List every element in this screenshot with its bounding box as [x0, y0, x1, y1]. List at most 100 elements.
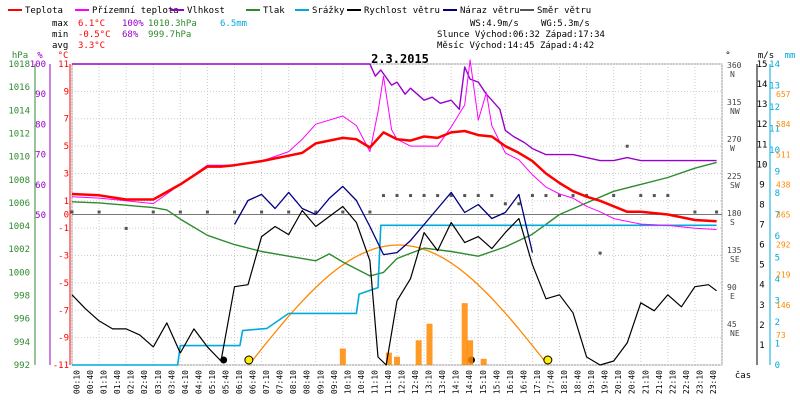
tick-time: 23:40: [709, 370, 718, 394]
tick-hpa: 1014: [8, 106, 30, 116]
tick-time: 20:40: [628, 370, 637, 394]
tick-mm: 1: [775, 340, 780, 350]
tick-hpa: 996: [14, 315, 30, 325]
tick-hum: 100: [30, 60, 46, 70]
tick-time: 03:40: [167, 370, 176, 394]
rain-rate-bar: [415, 340, 422, 365]
tick-hum: 60: [35, 181, 46, 191]
tick-time: 22:40: [682, 370, 691, 394]
tick-time: 06:10: [235, 370, 244, 394]
wind-direction-dot: [124, 226, 128, 230]
wind-direction-dot: [381, 194, 385, 198]
series-wind: [71, 205, 717, 366]
tick-time: 11:10: [370, 370, 379, 394]
tick-time: 10:40: [357, 370, 366, 394]
axis-title-time: čas: [735, 370, 751, 381]
tick-dir-compass: N: [730, 70, 735, 79]
tick-ms: 7: [759, 221, 764, 231]
tick-temp: -7: [58, 306, 69, 316]
tick-hpa: 1012: [8, 129, 30, 139]
wind-direction-dot: [436, 194, 440, 198]
tick-rate: 365: [776, 211, 791, 220]
tick-time: 01:40: [113, 370, 122, 394]
tick-mm: 9: [775, 168, 780, 178]
tick-dir: 315: [727, 98, 742, 107]
tick-dir: 45: [727, 320, 737, 329]
tick-time: 09:10: [316, 370, 325, 394]
tick-time: 12:40: [411, 370, 420, 394]
tick-rate: 73: [776, 331, 786, 340]
legend-label: Vlhkost: [187, 6, 225, 16]
stats-avg-temp: 3.3°C: [78, 41, 105, 51]
tick-dir-compass: SW: [730, 181, 740, 190]
rain-rate-bar: [480, 358, 487, 365]
wind-direction-dot: [260, 210, 264, 214]
tick-temp: -5: [58, 279, 69, 289]
wind-direction-dot: [517, 202, 521, 206]
tick-time: 04:40: [194, 370, 203, 394]
wind-direction-dot: [503, 202, 507, 206]
wind-direction-dot: [463, 194, 467, 198]
tick-mm: 11: [769, 125, 780, 135]
tick-mm: 12: [769, 103, 780, 113]
tick-time: 09:40: [330, 370, 339, 394]
wind-direction-dot: [530, 194, 534, 198]
wind-direction-dot: [97, 210, 101, 214]
tick-mm: 5: [775, 254, 780, 264]
wind-direction-dot: [652, 194, 656, 198]
wind-direction-dot: [490, 194, 494, 198]
tick-time: 12:10: [398, 370, 407, 394]
tick-temp: -9: [58, 334, 69, 344]
wind-direction-dot: [666, 194, 670, 198]
wind-direction-dot: [715, 210, 719, 214]
tick-ms: 4: [759, 281, 764, 291]
wind-direction-dot: [598, 251, 602, 255]
tick-hum: 70: [35, 151, 46, 161]
tick-hum: 80: [35, 120, 46, 130]
tick-ms: 15: [757, 60, 768, 70]
tick-ms: 3: [759, 301, 764, 311]
tick-ms: 8: [759, 200, 764, 210]
wind-direction-dot: [625, 144, 629, 148]
wind-direction-dot: [314, 210, 318, 214]
tick-time: 06:40: [249, 370, 258, 394]
wind-direction-dot: [341, 210, 345, 214]
tick-mm: 14: [769, 60, 780, 70]
axis-title-ms: m/s: [758, 51, 774, 61]
wind-direction-dot: [205, 210, 209, 214]
stats-max-label: max: [52, 19, 69, 29]
tick-time: 16:40: [519, 370, 528, 394]
tick-time: 07:10: [262, 370, 271, 394]
tick-dir-compass: NE: [730, 329, 740, 338]
tick-time: 13:40: [438, 370, 447, 394]
tick-dir: 225: [727, 172, 742, 181]
tick-ms: 6: [759, 241, 764, 251]
tick-ms: 11: [757, 140, 768, 150]
legend: Teplota Přízemní teplota Vlhkost Tlak Srážky…: [8, 6, 591, 16]
tick-dir: 360: [727, 61, 742, 70]
wind-direction-dot: [476, 194, 480, 198]
tick-rate: 438: [776, 180, 791, 189]
tick-ms: 5: [759, 261, 764, 271]
tick-dir-compass: S: [730, 218, 735, 227]
wind-direction-dot: [368, 210, 372, 214]
wind-direction-dot: [571, 194, 575, 198]
rain-rate-bar: [339, 348, 346, 365]
tick-rate: 511: [776, 150, 791, 159]
tick-mm: 7: [775, 211, 780, 221]
tick-dir-compass: E: [730, 292, 735, 301]
tick-hum: 90: [35, 90, 46, 100]
tick-time: 18:10: [560, 370, 569, 394]
series: [70, 59, 719, 366]
stats-avg-label: avg: [52, 41, 68, 51]
tick-time: 14:10: [452, 370, 461, 394]
tick-time: 03:10: [154, 370, 163, 394]
tick-rate: 657: [776, 90, 791, 99]
info-ws: WS:4.9m/s: [470, 19, 519, 29]
tick-ms: 12: [757, 120, 768, 130]
tick-hpa: 992: [14, 361, 30, 371]
tick-temp: 9: [64, 87, 69, 97]
series-humidity: [72, 63, 717, 162]
